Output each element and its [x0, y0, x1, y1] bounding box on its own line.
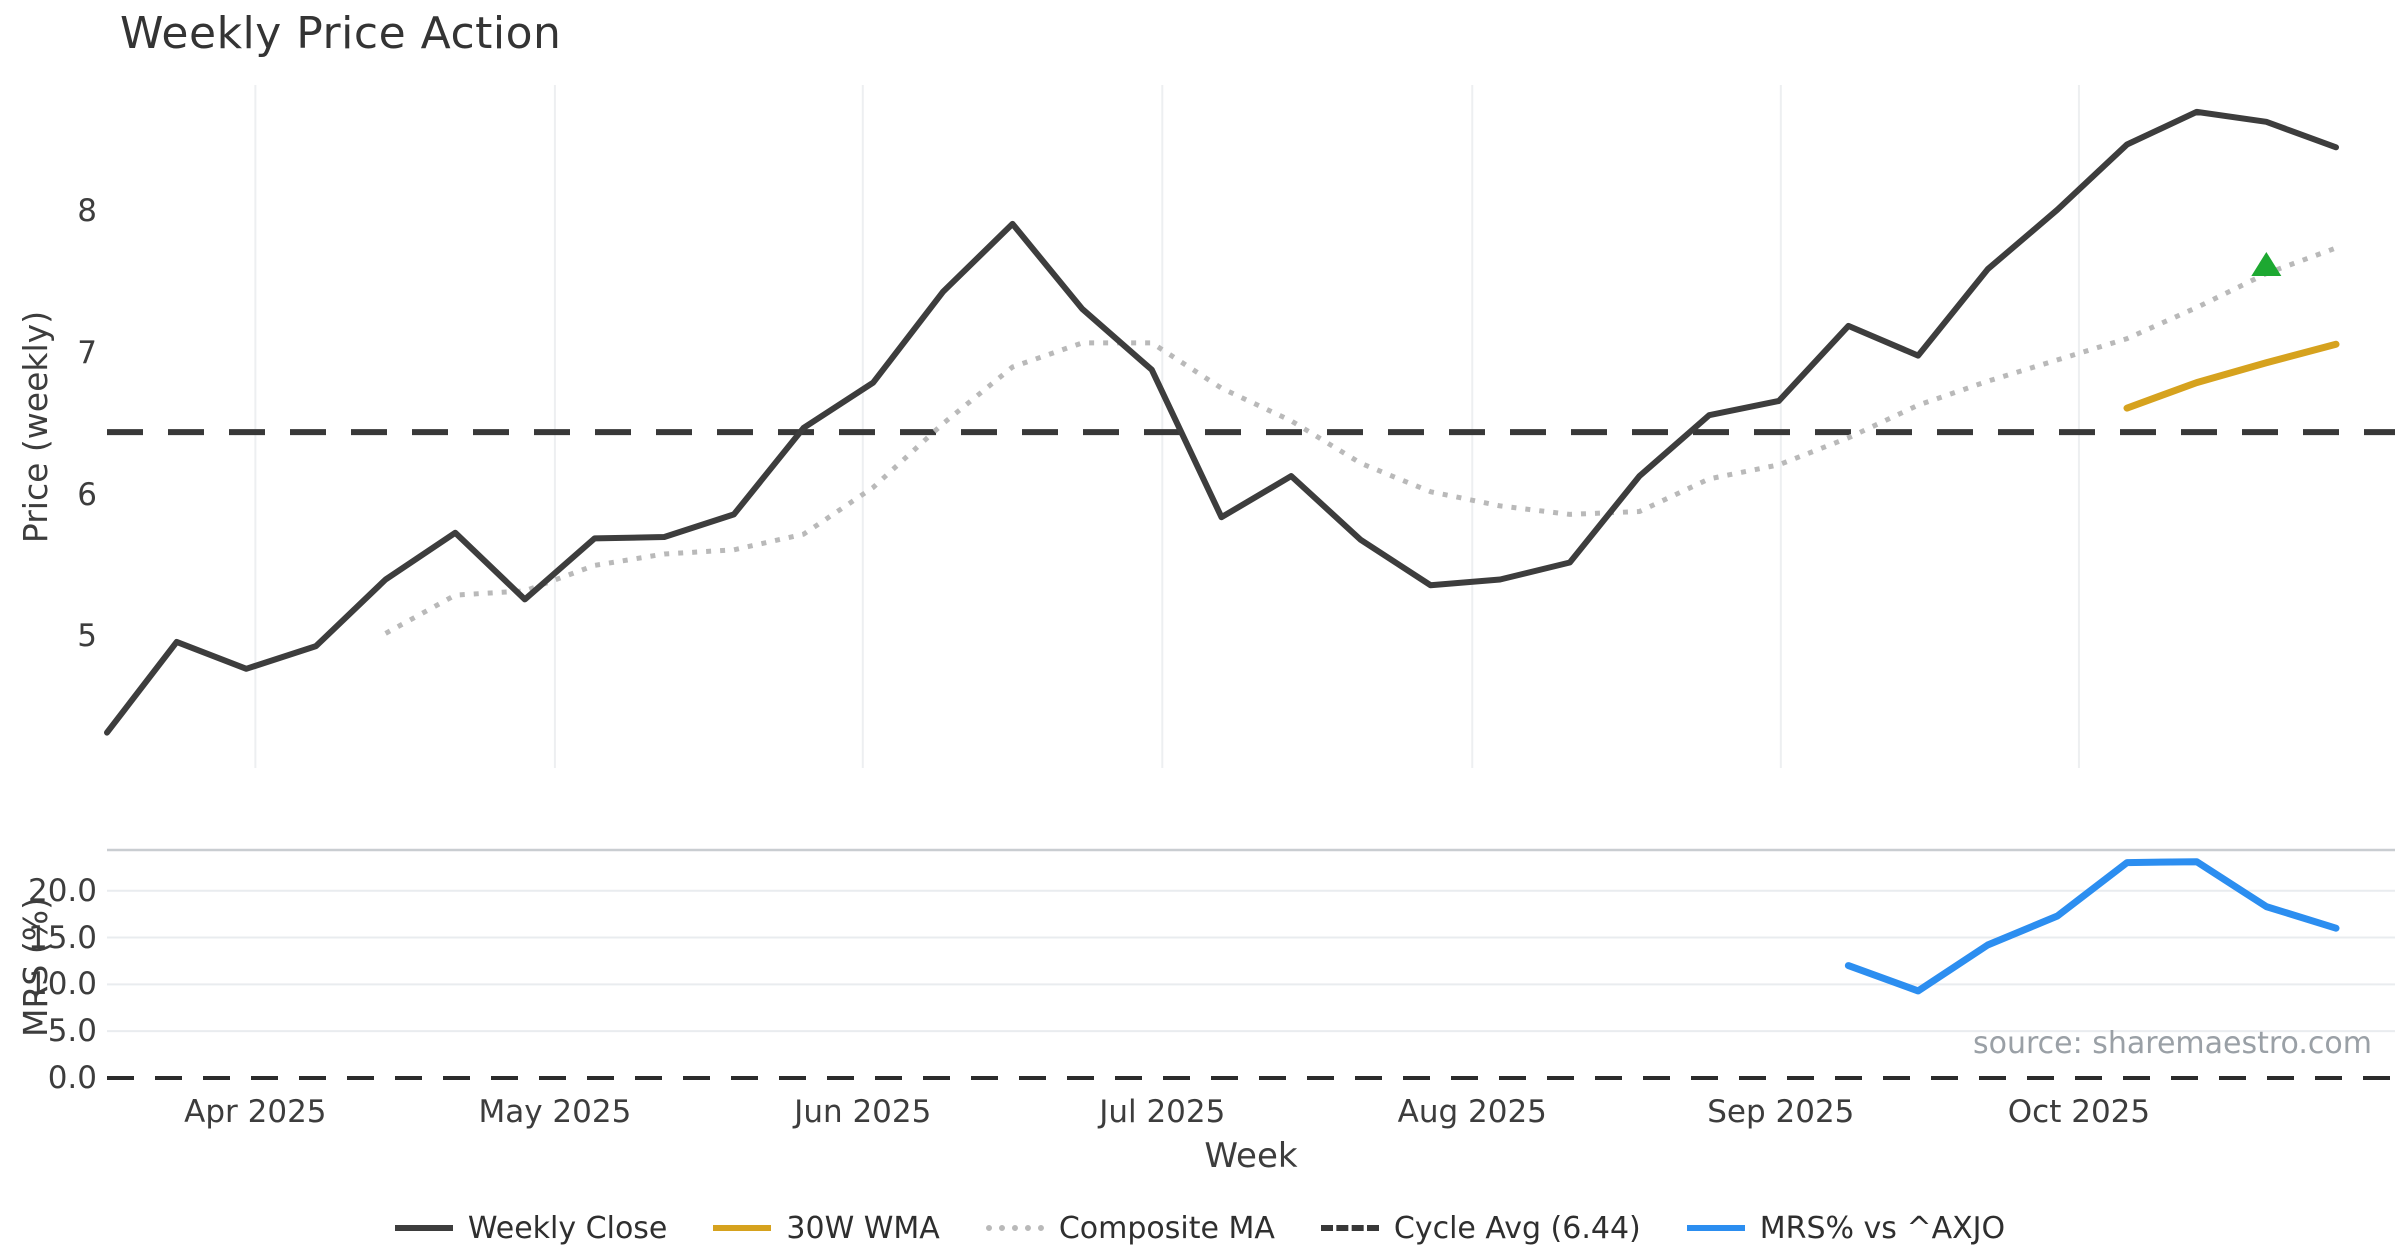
chart-title: Weekly Price Action: [120, 8, 562, 59]
x-tick-sep-2025: Sep 2025: [1707, 1094, 1855, 1130]
legend-label: Cycle Avg (6.44): [1393, 1210, 1641, 1246]
legend-swatch-solid-line: [713, 1225, 772, 1231]
legend-swatch-solid-line: [1686, 1225, 1745, 1231]
legend-item-30w-wma: 30W WMA: [713, 1210, 940, 1246]
series-weekly-close: [104, 108, 2339, 736]
legend-item-mrs-vs-axjo: MRS% vs ^AXJO: [1686, 1210, 2006, 1246]
legend-item-composite-ma: Composite MA: [985, 1210, 1275, 1246]
series-composite-ma: [384, 245, 2337, 636]
signal-triangle-marker: [2251, 251, 2282, 276]
price-axis-title: Price (weekly): [16, 310, 55, 544]
price-tick-8: 8: [77, 193, 97, 230]
mrs-tick-10.0: 10.0: [27, 966, 97, 1003]
mrs-tick-0.0: 0.0: [47, 1059, 97, 1096]
x-tick-jun-2025: Jun 2025: [794, 1094, 932, 1130]
x-tick-apr-2025: Apr 2025: [184, 1094, 327, 1130]
legend-item-cycle-avg-6-44-: Cycle Avg (6.44): [1320, 1210, 1641, 1246]
x-tick-may-2025: May 2025: [478, 1094, 632, 1130]
x-tick-jul-2025: Jul 2025: [1099, 1094, 1226, 1130]
legend-swatch-dashed-line: [1320, 1225, 1379, 1231]
chart-legend: Weekly Close 30W WMA Composite MA Cycle Avg…: [0, 1202, 2400, 1254]
price-tick-5: 5: [77, 618, 97, 655]
series-mrs-vs-axjo: [1844, 858, 2340, 995]
series-30w-wma: [2123, 340, 2340, 412]
legend-label: Composite MA: [1058, 1210, 1275, 1246]
x-tick-oct-2025: Oct 2025: [2007, 1094, 2151, 1130]
mrs-tick-20.0: 20.0: [27, 872, 97, 909]
legend-label: Weekly Close: [467, 1210, 668, 1246]
mrs-tick-15.0: 15.0: [27, 919, 97, 956]
x-axis-title: Week: [1204, 1136, 1298, 1176]
mrs-tick-5.0: 5.0: [47, 1013, 97, 1050]
source-attribution: source: sharemaestro.com: [1973, 1026, 2372, 1061]
x-tick-aug-2025: Aug 2025: [1397, 1094, 1547, 1130]
legend-swatch-dotted-line: [985, 1225, 1044, 1231]
legend-swatch-solid-line: [394, 1225, 453, 1231]
legend-label: MRS% vs ^AXJO: [1759, 1210, 2006, 1246]
price-tick-7: 7: [77, 334, 97, 371]
legend-label: 30W WMA: [786, 1210, 940, 1246]
price-tick-6: 6: [77, 476, 97, 513]
legend-item-weekly-close: Weekly Close: [394, 1210, 668, 1246]
